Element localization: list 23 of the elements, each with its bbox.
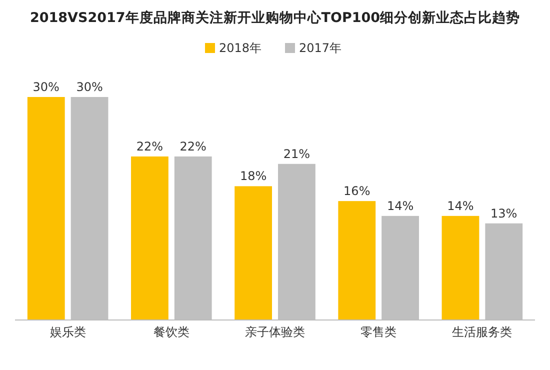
- legend-label: 2017年: [299, 41, 342, 55]
- data-label: 22%: [180, 139, 206, 154]
- data-label: 21%: [283, 146, 310, 161]
- data-label: 22%: [136, 139, 164, 154]
- x-tick-label: 餐饮类: [153, 325, 190, 339]
- bar: [442, 216, 480, 320]
- x-tick-label: 零售类: [360, 325, 397, 339]
- x-tick-label: 生活服务类: [452, 325, 512, 339]
- bar: [27, 97, 65, 320]
- data-label: 16%: [344, 184, 370, 198]
- legend-label: 2018年: [219, 41, 262, 55]
- data-label: 30%: [32, 80, 60, 94]
- bar: [338, 201, 376, 320]
- data-label: 13%: [490, 206, 518, 220]
- data-label: 14%: [386, 198, 414, 213]
- data-label: 30%: [76, 80, 103, 94]
- x-tick-label: 亲子体验类: [245, 325, 305, 339]
- chart-title: 2018VS2017年度品牌商关注新开业购物中心TOP100细分创新业态占比趋势: [30, 9, 520, 26]
- data-label: 14%: [447, 198, 474, 213]
- x-tick-label: 娱乐类: [50, 325, 86, 339]
- bar: [131, 156, 168, 320]
- data-label: 18%: [240, 169, 267, 184]
- bar: [234, 186, 272, 320]
